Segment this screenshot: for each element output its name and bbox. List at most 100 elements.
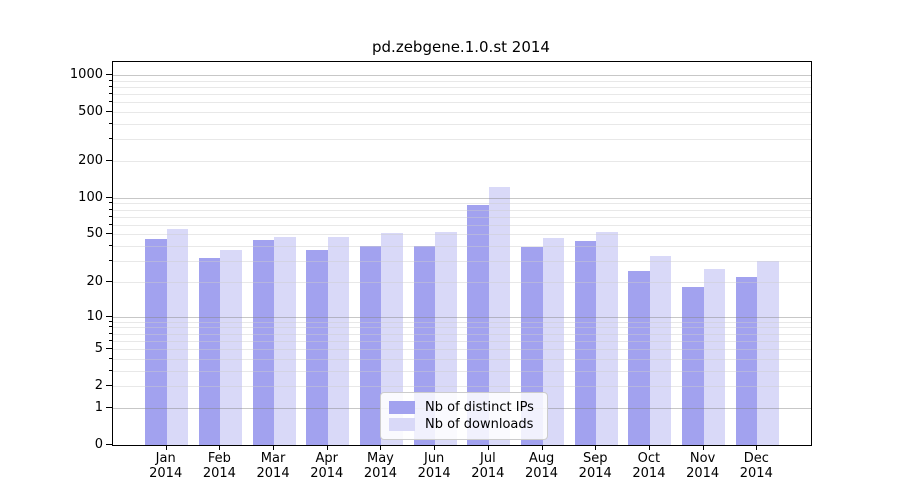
bar-nov-distinct-ips	[682, 287, 704, 445]
x-tick-year: 2014	[363, 466, 397, 481]
x-tick-may	[380, 445, 382, 450]
gridline-400	[113, 124, 811, 126]
y-minor-tick-4	[109, 357, 112, 359]
gridline-9	[113, 321, 811, 323]
x-tick-year: 2014	[739, 466, 773, 481]
bar-oct-downloads	[649, 256, 672, 445]
y-tick-5	[106, 348, 112, 350]
y-minor-tick-800	[109, 85, 112, 87]
gridline-90	[113, 203, 811, 205]
y-minor-tick-40	[109, 245, 112, 247]
y-minor-tick-900	[109, 79, 112, 81]
x-tick-label-jul: Jul 2014	[458, 451, 518, 481]
x-tick-label-feb: Feb 2014	[189, 451, 249, 481]
x-tick-label-jan: Jan 2014	[136, 451, 196, 481]
x-tick-apr	[326, 445, 328, 450]
x-tick-month: Sep	[582, 451, 608, 466]
x-tick-month: Nov	[689, 451, 716, 466]
gridline-6	[113, 340, 811, 342]
gridline-8	[113, 327, 811, 329]
bar-oct-distinct-ips	[628, 270, 650, 445]
bar-sep-downloads	[596, 232, 618, 445]
gridline-200	[113, 161, 811, 162]
gridline-4	[113, 358, 811, 360]
y-tick-20	[106, 280, 112, 282]
legend-entry-distinct-ips: Nb of distinct IPs	[387, 399, 539, 416]
y-tick-label-200: 200	[78, 153, 103, 168]
legend: Nb of distinct IPs Nb of downloads	[380, 392, 548, 440]
y-tick-1000	[106, 74, 112, 76]
x-tick-nov	[702, 445, 704, 450]
x-tick-month: Jan	[155, 451, 176, 466]
bar-mar-distinct-ips	[252, 239, 275, 445]
x-tick-mar	[273, 445, 275, 450]
legend-entry-downloads: Nb of downloads	[387, 416, 539, 433]
x-tick-year: 2014	[578, 466, 612, 481]
chart-title: pd.zebgene.1.0.st 2014	[372, 38, 550, 56]
legend-swatch-downloads	[389, 418, 415, 431]
gridline-3	[113, 370, 811, 372]
y-minor-tick-400	[109, 123, 112, 125]
y-tick-50	[106, 233, 112, 235]
y-minor-tick-300	[109, 138, 112, 140]
x-tick-dec	[756, 445, 758, 450]
x-tick-label-jun: Jun 2014	[404, 451, 464, 481]
y-tick-label-0: 0	[94, 437, 103, 452]
y-minor-tick-3	[109, 369, 112, 371]
gridline-30	[113, 261, 811, 263]
y-tick-2	[106, 385, 112, 387]
x-tick-label-dec: Dec 2014	[726, 451, 786, 481]
y-minor-tick-700	[109, 93, 112, 95]
x-tick-jun	[434, 445, 436, 450]
x-tick-oct	[648, 445, 650, 450]
gridline-700	[113, 94, 811, 96]
y-minor-tick-8	[109, 326, 112, 328]
x-tick-label-may: May 2014	[350, 451, 410, 481]
bar-sep-distinct-ips	[574, 241, 597, 445]
x-tick-year: 2014	[256, 466, 290, 481]
x-tick-label-mar: Mar 2014	[243, 451, 303, 481]
bar-nov-downloads	[703, 268, 726, 445]
y-tick-label-10: 10	[86, 308, 103, 324]
bar-feb-downloads	[220, 250, 242, 445]
x-tick-month: Dec	[743, 451, 769, 466]
bar-jan-distinct-ips	[145, 238, 167, 445]
y-minor-tick-7	[109, 332, 112, 334]
bar-feb-distinct-ips	[198, 257, 221, 445]
x-tick-label-sep: Sep 2014	[565, 451, 625, 481]
x-tick-month: Feb	[207, 451, 231, 466]
legend-label-downloads: Nb of downloads	[425, 416, 534, 432]
y-minor-tick-80	[109, 208, 112, 210]
bar-may-distinct-ips	[359, 246, 382, 445]
x-tick-label-aug: Aug 2014	[512, 451, 572, 481]
gridline-50	[113, 234, 811, 236]
gridline-70	[113, 216, 811, 218]
gridline-40	[113, 246, 811, 248]
y-tick-label-5: 5	[94, 341, 103, 357]
x-tick-year: 2014	[524, 466, 559, 481]
y-minor-tick-90	[109, 202, 112, 204]
y-tick-label-500: 500	[78, 104, 103, 120]
bar-jul-downloads	[488, 187, 511, 445]
y-tick-100	[106, 196, 112, 198]
x-tick-label-apr: Apr 2014	[297, 451, 357, 481]
y-minor-tick-600	[109, 101, 112, 103]
y-tick-1	[106, 406, 112, 408]
plot-area	[112, 61, 812, 446]
x-tick-jul	[487, 445, 489, 450]
y-tick-200	[106, 160, 112, 161]
gridline-100	[113, 197, 811, 199]
gridline-60	[113, 224, 811, 226]
gridline-600	[113, 102, 811, 104]
bar-jan-downloads	[166, 229, 189, 445]
x-tick-month: May	[367, 451, 394, 466]
x-tick-month: Jun	[423, 451, 445, 466]
y-minor-tick-60	[109, 223, 112, 225]
x-tick-year: 2014	[149, 466, 183, 481]
bar-dec-distinct-ips	[735, 277, 758, 445]
gridline-1000	[113, 75, 811, 77]
x-tick-jan	[165, 445, 167, 450]
x-tick-year: 2014	[310, 466, 344, 481]
x-tick-month: Apr	[315, 451, 339, 466]
